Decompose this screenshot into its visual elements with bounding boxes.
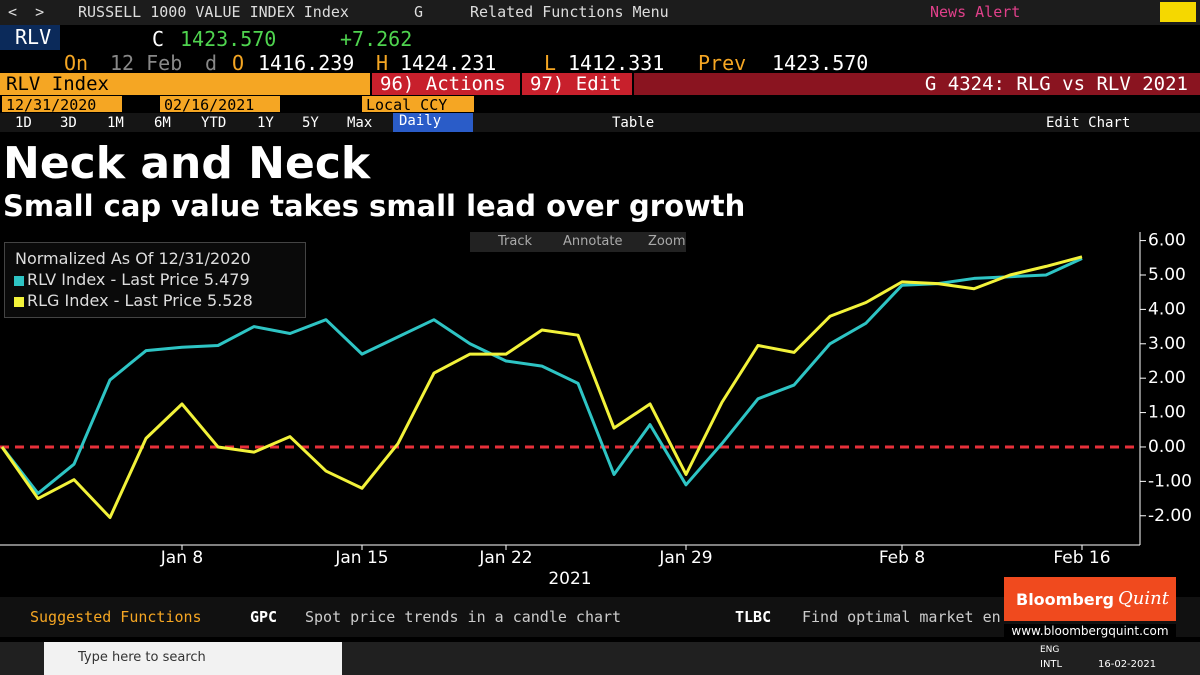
start-date[interactable]: 12/31/2020 [2,96,122,114]
legend-swatch [14,276,24,286]
x-tick-label: Jan 29 [658,548,712,568]
logo-partner: Quint [1118,588,1169,609]
logo-brand: Bloomberg [1016,590,1114,609]
y-tick-label: 5.00 [1148,265,1186,285]
x-tick-label: Feb 16 [1053,548,1110,568]
related-menu[interactable]: Related Functions Menu [470,3,669,21]
zoom[interactable]: Zoom [648,234,686,249]
date-range: 12/31/2020 02/16/2021 Local CCY [0,95,1200,114]
chart-tools: Track Annotate Zoom [470,232,686,252]
ohlc-row: On 12 Feb d O 1416.239 H 1424.231 L 1412… [0,50,1200,75]
d: d [205,51,218,75]
x-tick-label: Jan 15 [334,548,388,568]
top-bar: < > RUSSELL 1000 VALUE INDEX Index G Rel… [0,0,1200,25]
open: 1416.239 [258,51,355,75]
quote-row: RLV C 1423.570 +7.262 [0,25,1200,51]
function-text[interactable]: Spot price trends in a candle chart [305,608,622,626]
suggested-bar: Suggested Functions GPC Spot price trend… [0,597,1200,637]
legend-entry: RLV Index - Last Price 5.479 [27,270,250,289]
y-tick-label: 6.00 [1148,231,1186,251]
low-label: L [544,51,557,75]
period[interactable]: 1Y [257,115,274,131]
close-label: C [152,27,165,51]
edit-chart[interactable]: Edit Chart [1046,115,1131,131]
taskbar: Type here to search ENG INTL 16-02-2021 [0,642,1200,675]
table-button[interactable]: Table [612,115,655,131]
security-title[interactable]: RUSSELL 1000 VALUE INDEX Index [78,3,349,21]
function-code[interactable]: TLBC [735,608,772,626]
frequency[interactable]: Daily [393,113,473,132]
legend-title: Normalized As Of 12/31/2020 [15,249,251,268]
nav[interactable]: < > [8,3,45,21]
period[interactable]: YTD [201,115,227,131]
period[interactable]: 1D [15,115,32,131]
logo-url: www.bloombergquint.com [1004,624,1176,642]
currency[interactable]: Local CCY [362,96,474,114]
y-tick-label: 0.00 [1148,437,1186,457]
period[interactable]: Max [347,115,373,131]
menu-g[interactable]: G [414,3,424,21]
suggested-label: Suggested Functions [30,608,202,626]
security[interactable]: RLV Index [0,73,370,95]
high-label: H [376,51,389,75]
news-alert[interactable]: News Alert [930,3,1021,21]
lang: ENG [1040,645,1060,655]
y-tick-label: 2.00 [1148,368,1186,388]
period[interactable]: 6M [154,115,171,131]
chart-subtitle: Small cap value takes small lead over gr… [3,189,746,223]
search-box[interactable] [44,642,342,675]
function-text[interactable]: Find optimal market en [802,608,1001,626]
x-tick-label: Jan 8 [160,548,203,568]
command-bar: RLV Index 96) Actions 97) Edit G 4324: R… [0,73,1200,95]
y-tick-label: 4.00 [1148,299,1186,319]
period[interactable]: 1M [107,115,124,131]
period[interactable]: 5Y [302,115,319,131]
change: +7.262 [340,27,413,51]
y-tick-label: 3.00 [1148,334,1186,354]
chart: -2.00 -1.00 0.00 1.00 2.00 3.00 4.00 5.00 6.00 Ja… [0,231,1192,589]
layout: INTL [1040,659,1063,670]
chart-title: Neck and Neck [3,138,371,189]
on-label: On [64,51,89,75]
series-line [0,255,1083,519]
edit[interactable]: 97) Edit [522,73,632,95]
high: 1424.231 [400,51,497,75]
close: 1423.570 [180,27,277,51]
series-line [0,257,1083,495]
help-button[interactable] [1160,2,1196,22]
annotate[interactable]: Annotate [563,234,623,249]
search-text[interactable]: Type here to search [78,650,206,665]
toolbar: 1D 3D 1M 6M YTD 1Y 5Y Max Daily Table Ed… [0,113,1200,132]
ticker: RLV [0,25,60,50]
low: 1412.331 [568,51,665,75]
clock-date: 16-02-2021 [1098,659,1157,670]
prev: 1423.570 [772,51,869,75]
prev-label: Prev [698,51,747,75]
date: 12 Feb [110,51,183,75]
legend: Normalized As Of 12/31/2020 RLV Index - … [4,242,306,318]
y-tick-label: -2.00 [1148,506,1192,526]
legend-entry: RLG Index - Last Price 5.528 [27,291,253,310]
x-axis-label: 2021 [548,569,591,589]
chart-name: G 4324: RLG vs RLV 2021 [634,73,1200,95]
y-tick-label: 1.00 [1148,403,1186,423]
period[interactable]: 3D [60,115,77,131]
x-tick-label: Jan 22 [478,548,532,568]
end-date[interactable]: 02/16/2021 [160,96,280,114]
logo: Bloomberg Quint [1004,577,1176,621]
function-code[interactable]: GPC [250,608,278,626]
y-tick-label: -1.00 [1148,471,1192,491]
open-label: O [232,51,245,75]
x-tick-label: Feb 8 [879,548,925,568]
legend-swatch [14,297,24,307]
actions[interactable]: 96) Actions [372,73,520,95]
track[interactable]: Track [498,234,533,249]
